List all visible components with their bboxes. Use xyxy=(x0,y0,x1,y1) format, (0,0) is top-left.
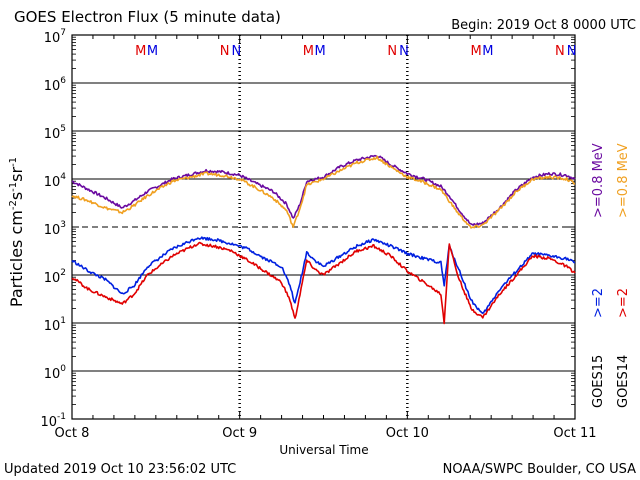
marker-m: M xyxy=(303,44,314,59)
y-tick-label: 105 xyxy=(44,124,66,142)
legend-goes14-08mev: >=0.8 MeV xyxy=(616,143,631,218)
legend-goes14-2mev: >=2 xyxy=(616,288,631,318)
legend-goes15: GOES15 xyxy=(591,355,606,408)
legend-goes15-2mev: >=2 xyxy=(591,288,606,318)
series-lines xyxy=(71,154,576,325)
legend-goes15-08mev: >=0.8 MeV xyxy=(591,143,606,218)
marker-n: N xyxy=(387,44,397,59)
y-tick-label: 104 xyxy=(44,172,67,190)
updated-label: Updated 2019 Oct 10 23:56:02 UTC xyxy=(4,462,236,477)
marker-m: M xyxy=(482,44,493,59)
marker-n: N xyxy=(220,44,230,59)
series-g15_2 xyxy=(71,236,576,315)
y-tick-label: 10-1 xyxy=(40,412,66,430)
x-tick-label: Oct 8 xyxy=(55,426,90,441)
x-axis: Oct 8 Oct 9 Oct 10 Oct 11 xyxy=(55,35,597,441)
y-tick-label: 102 xyxy=(44,268,66,286)
y-axis-label: Particles cm-2s-1sr-1 xyxy=(7,157,26,307)
marker-m: M xyxy=(147,44,158,59)
series-g14_2 xyxy=(71,241,576,325)
series-g15_08 xyxy=(71,154,576,226)
y-tick-label: 100 xyxy=(44,364,67,382)
grid-lines xyxy=(72,82,575,372)
chart-title: GOES Electron Flux (5 minute data) xyxy=(14,8,281,26)
x-tick-label: Oct 11 xyxy=(553,426,596,441)
marker-n: N xyxy=(399,44,409,59)
x-tick-label: Oct 9 xyxy=(222,426,257,441)
x-tick-label: Oct 10 xyxy=(386,426,429,441)
series-g14_08 xyxy=(71,155,576,229)
marker-m: M xyxy=(135,44,146,59)
day-separators xyxy=(238,35,409,419)
y-tick-label: 101 xyxy=(44,316,66,334)
x-axis-label: Universal Time xyxy=(279,443,368,457)
marker-m: M xyxy=(315,44,326,59)
y-tick-label: 103 xyxy=(44,220,66,238)
y-tick-label: 106 xyxy=(44,76,67,94)
marker-n: N xyxy=(555,44,565,59)
marker-m: M xyxy=(470,44,481,59)
source-label: NOAA/SWPC Boulder, CO USA xyxy=(443,462,636,477)
begin-label: Begin: 2019 Oct 8 0000 UTC xyxy=(451,18,636,33)
y-axis: 107 106 105 104 103 102 101 100 10-1 xyxy=(40,28,575,430)
marker-n: N xyxy=(231,44,241,59)
y-tick-label: 107 xyxy=(44,28,66,46)
legend-goes14: GOES14 xyxy=(616,355,631,408)
marker-n: N xyxy=(567,44,577,59)
